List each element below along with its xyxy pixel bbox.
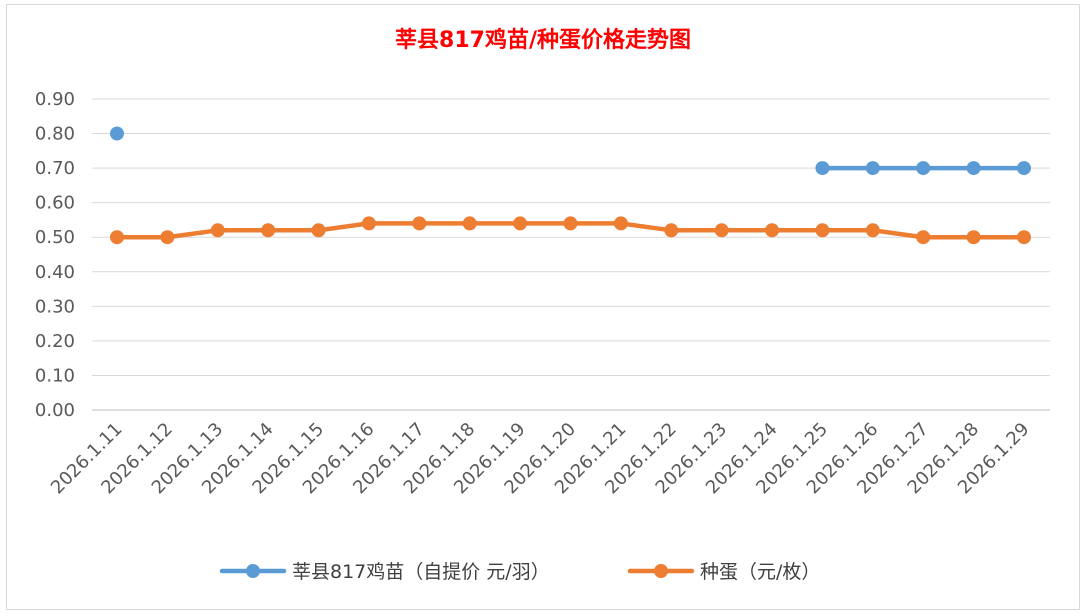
data-point-s0: [916, 161, 931, 176]
y-tick-label: 0.80: [35, 124, 75, 145]
data-point-s1: [110, 230, 124, 245]
data-point-s1: [966, 230, 981, 245]
y-tick-label: 0.60: [35, 193, 75, 214]
data-point-s1: [714, 223, 729, 238]
legend-label: 莘县817鸡苗（自提价 元/羽）: [292, 561, 550, 583]
data-point-s1: [261, 223, 276, 238]
legend-label: 种蛋（元/枚）: [700, 561, 820, 583]
y-tick-label: 0.10: [35, 365, 75, 386]
data-point-s1: [311, 223, 326, 238]
data-point-s0: [865, 161, 880, 176]
data-point-s1: [462, 216, 477, 231]
chart-frame: [6, 4, 1080, 610]
data-point-s1: [412, 216, 427, 231]
data-point-s1: [664, 223, 679, 238]
y-tick-label: 0.50: [35, 227, 75, 248]
data-point-s1: [513, 216, 528, 231]
data-point-s1: [1017, 230, 1031, 245]
y-tick-label: 0.30: [35, 296, 75, 317]
data-point-s0: [815, 161, 830, 176]
data-point-s1: [865, 223, 880, 238]
y-tick-label: 0.90: [35, 89, 75, 110]
data-point-s1: [765, 223, 780, 238]
legend-marker: [654, 564, 668, 578]
y-tick-label: 0.00: [35, 400, 75, 421]
y-tick-label: 0.70: [35, 158, 75, 179]
data-point-s1: [160, 230, 175, 245]
data-point-s1: [815, 223, 830, 238]
y-tick-label: 0.40: [35, 262, 75, 283]
data-point-s0: [110, 126, 124, 141]
data-point-s1: [210, 223, 225, 238]
data-point-s1: [361, 216, 376, 231]
data-point-s1: [563, 216, 578, 231]
data-point-s0: [1017, 161, 1031, 176]
data-point-s0: [966, 161, 981, 176]
data-point-s1: [613, 216, 628, 231]
legend-marker: [246, 564, 260, 578]
data-point-s1: [916, 230, 931, 245]
chart-title: 莘县817鸡苗/种蛋价格走势图: [395, 28, 691, 53]
y-tick-label: 0.20: [35, 331, 75, 352]
